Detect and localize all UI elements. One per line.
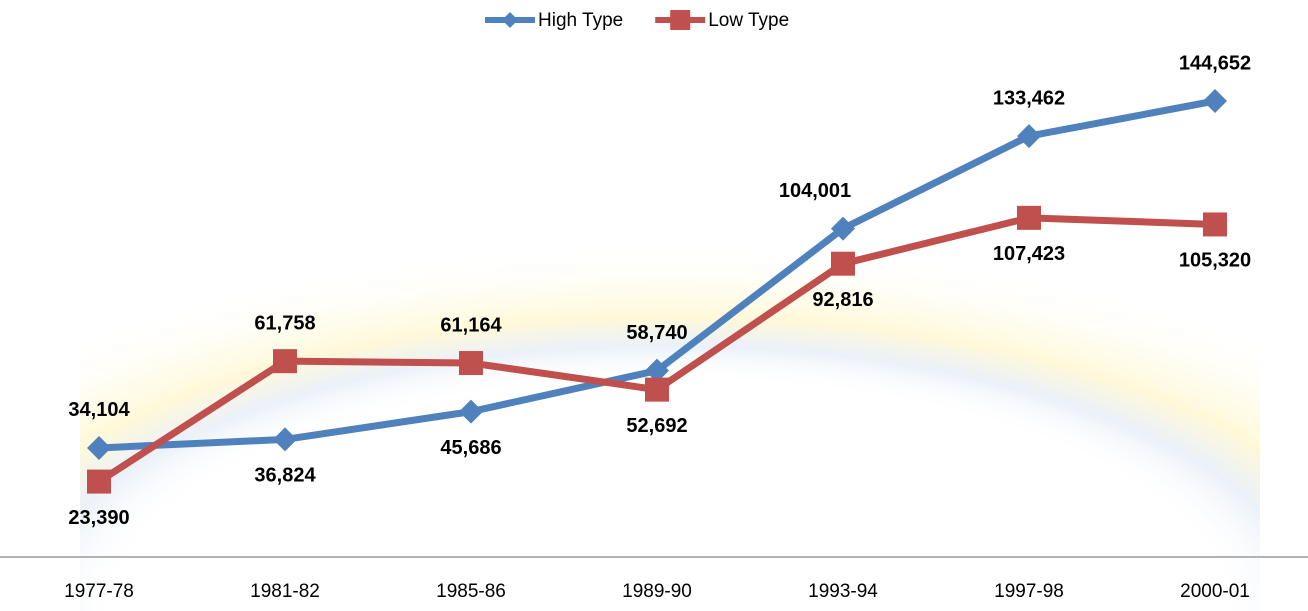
x-tick-label: 1981-82	[250, 581, 320, 602]
legend-marker	[670, 10, 690, 30]
data-label: 104,001	[779, 180, 851, 202]
x-tick-label: 1977-78	[64, 581, 134, 602]
data-label: 61,758	[254, 312, 315, 334]
x-tick-label: 1993-94	[808, 581, 878, 602]
marker	[273, 349, 297, 373]
data-label: 36,824	[254, 465, 316, 487]
data-label: 105,320	[1179, 250, 1251, 272]
data-label: 52,692	[626, 415, 687, 437]
data-label: 23,390	[68, 507, 129, 529]
data-label: 34,104	[68, 399, 130, 421]
background-glow	[80, 120, 1260, 611]
marker	[87, 470, 111, 494]
x-tick-label: 1997-98	[994, 581, 1064, 602]
data-label: 45,686	[440, 437, 501, 459]
data-label: 133,462	[993, 87, 1065, 109]
marker	[1203, 89, 1227, 113]
legend-label: High Type	[538, 10, 623, 31]
marker	[459, 351, 483, 375]
page: {"chart_data": {"type": "line", "categor…	[0, 0, 1308, 611]
chart: High Type Low Type 1977-78 1981-82 1985-86 1…	[0, 0, 1308, 611]
marker	[831, 252, 855, 276]
marker	[1203, 212, 1227, 236]
legend-label: Low Type	[708, 10, 789, 31]
legend-marker	[502, 12, 518, 28]
x-tick-label: 1985-86	[436, 581, 506, 602]
data-label: 58,740	[626, 322, 687, 344]
data-label: 61,164	[440, 314, 502, 336]
x-tick-label: 1989-90	[622, 581, 692, 602]
x-tick-label: 2000-01	[1180, 581, 1250, 602]
legend: High Type Low Type	[485, 10, 789, 31]
data-label: 107,423	[993, 243, 1065, 265]
marker	[645, 378, 669, 402]
data-label: 144,652	[1179, 52, 1251, 74]
data-label: 92,816	[812, 289, 873, 311]
marker	[1017, 206, 1041, 230]
